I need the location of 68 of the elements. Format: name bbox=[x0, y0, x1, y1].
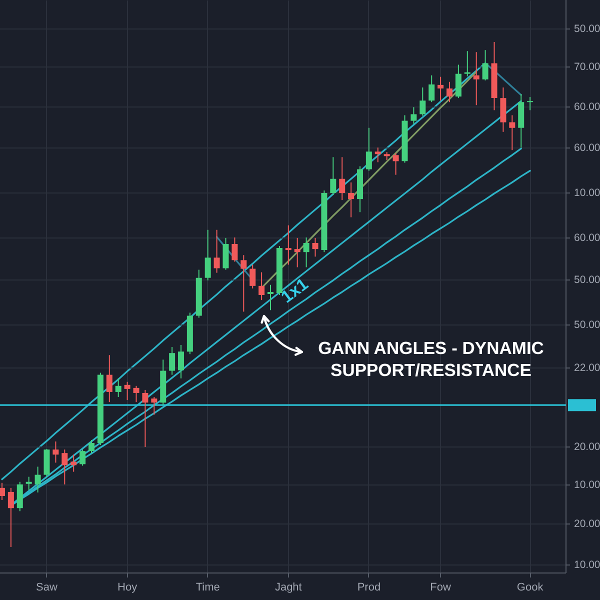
text: 10.00 bbox=[574, 559, 600, 571]
text: 50.00 bbox=[574, 23, 600, 35]
candlestick bbox=[240, 254, 247, 312]
x-tick-label: Gook bbox=[516, 582, 544, 594]
x-tick-label: Saw bbox=[36, 582, 58, 594]
candlestick bbox=[438, 76, 444, 102]
candlestick bbox=[70, 454, 77, 472]
candlestick bbox=[52, 440, 59, 464]
candlestick bbox=[250, 264, 256, 289]
candlestick bbox=[133, 385, 140, 403]
text: 20.00 bbox=[574, 441, 600, 453]
candlestick bbox=[88, 439, 94, 454]
candlestick bbox=[455, 64, 462, 99]
candlestick bbox=[392, 152, 399, 176]
candlestick bbox=[232, 236, 238, 262]
text: 60.00 bbox=[574, 232, 600, 244]
candlestick bbox=[374, 147, 381, 163]
candlestick bbox=[330, 156, 336, 196]
candlestick bbox=[106, 354, 112, 403]
candlestick bbox=[285, 224, 292, 266]
candlestick bbox=[169, 346, 176, 376]
candlestick bbox=[62, 449, 68, 485]
candlestick bbox=[428, 74, 435, 103]
candlestick bbox=[16, 481, 23, 512]
text: 60.00 bbox=[574, 101, 600, 113]
candlestick bbox=[0, 482, 5, 501]
candlestick bbox=[268, 284, 274, 311]
candlestick bbox=[115, 378, 122, 398]
x-tick-label: Fow bbox=[430, 582, 451, 594]
text: 70.00 bbox=[574, 61, 600, 73]
text: 50.00 bbox=[574, 274, 600, 286]
text: 20.00 bbox=[574, 518, 600, 530]
candlestick bbox=[482, 50, 488, 81]
candlestick bbox=[142, 389, 148, 448]
candlestick bbox=[26, 476, 32, 490]
text: 10.00 bbox=[574, 479, 600, 491]
candlestick bbox=[178, 344, 184, 379]
candlestick bbox=[294, 237, 300, 268]
x-tick-label: Time bbox=[196, 582, 220, 594]
x-tick-label: Hoy bbox=[118, 582, 138, 594]
text: 10.00 bbox=[574, 187, 600, 199]
annotation: 1x1 bbox=[278, 274, 312, 307]
candlestick bbox=[366, 127, 372, 172]
annotation: GANN ANGLES - DYNAMIC SUPPORT/RESISTANCE bbox=[318, 338, 544, 380]
candlestick bbox=[312, 237, 318, 258]
candlestick bbox=[509, 114, 516, 151]
text: 22.00 bbox=[574, 362, 600, 374]
candlestick bbox=[420, 86, 426, 116]
candlestick bbox=[464, 50, 470, 77]
candlestick bbox=[34, 466, 41, 493]
candlestick bbox=[258, 272, 265, 301]
candlestick bbox=[204, 229, 211, 281]
candlestick bbox=[303, 236, 310, 268]
candlestick bbox=[80, 449, 86, 466]
text: 60.00 bbox=[574, 142, 600, 154]
candlestick bbox=[473, 52, 480, 106]
candlestick bbox=[8, 487, 14, 548]
candlestick bbox=[446, 81, 452, 103]
x-tick-label: Jaght bbox=[274, 582, 302, 594]
candlestick bbox=[527, 96, 534, 111]
candlestick bbox=[410, 106, 417, 124]
candlestick bbox=[124, 381, 130, 401]
candlestick bbox=[348, 182, 354, 218]
candlestick bbox=[151, 396, 158, 416]
candlestick bbox=[339, 156, 346, 201]
x-tick-label: Prod bbox=[357, 582, 381, 594]
candlestick bbox=[214, 229, 220, 274]
text: 50.00 bbox=[574, 319, 600, 331]
